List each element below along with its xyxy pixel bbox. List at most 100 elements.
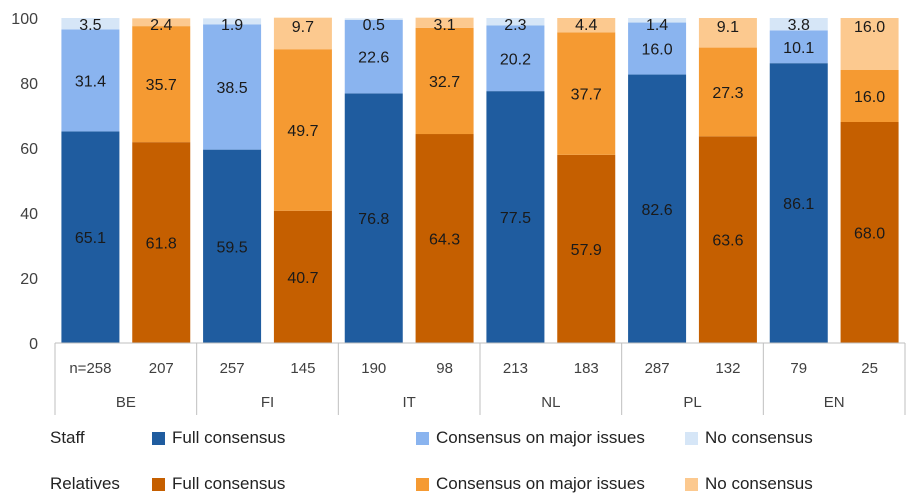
data-label: 22.6: [358, 50, 389, 67]
y-axis: 0 20 40 60 80 100: [11, 11, 38, 353]
x-tick-label: 98: [436, 360, 453, 377]
x-tick-label: 213: [503, 360, 528, 377]
no-consensus-segment: [132, 18, 191, 27]
legend-item: No consensus: [685, 474, 813, 494]
major-issues-segment: [628, 22, 687, 75]
no-consensus-segment: [557, 18, 616, 33]
group-label: NL: [541, 394, 560, 411]
legend-label: Consensus on major issues: [436, 474, 645, 493]
group-label: IT: [402, 394, 415, 411]
legend-label: No consensus: [705, 474, 813, 493]
full-consensus-segment: [132, 142, 191, 343]
data-label: 77.5: [500, 210, 531, 227]
major-issues-segment: [61, 29, 120, 132]
data-label: 1.4: [646, 17, 668, 34]
major-issues-segment: [486, 25, 545, 92]
data-label: 9.7: [292, 19, 314, 36]
data-label: 59.5: [217, 239, 248, 256]
x-axis: n=258 207 257 145 190 98 213 183 287 132 79 25 BE FI I…: [54, 342, 906, 415]
data-label: 2.3: [504, 17, 526, 34]
no-consensus-segment: [628, 18, 687, 23]
x-tick-label: 287: [645, 360, 670, 377]
data-label: 0.5: [363, 17, 385, 34]
x-tick-label: 132: [715, 360, 740, 377]
no-consensus-segment: [61, 18, 120, 30]
y-tick-label: 40: [20, 206, 38, 223]
legend-label: Full consensus: [172, 428, 286, 447]
data-label: 61.8: [146, 236, 177, 253]
legend-row-label: Relatives: [50, 474, 120, 493]
legend: Staff Full consensus Consensus on major …: [0, 418, 910, 497]
full-consensus-segment: [273, 210, 332, 343]
major-issues-segment: [698, 47, 757, 137]
y-tick-label: 20: [20, 271, 38, 288]
x-tick-label: n=258: [69, 360, 111, 377]
data-label: 2.4: [150, 17, 172, 34]
group-label: EN: [824, 394, 845, 411]
data-label: 38.5: [217, 80, 248, 97]
no-consensus-segment: [273, 17, 332, 50]
no-consensus-segment: [769, 18, 828, 31]
data-label: 16.0: [642, 42, 673, 59]
data-label: 16.0: [854, 89, 885, 106]
y-tick-label: 60: [20, 141, 38, 158]
full-consensus-segment: [415, 134, 474, 343]
data-label: 3.5: [79, 17, 101, 34]
legend-swatch: [416, 431, 429, 445]
full-consensus-segment: [557, 154, 616, 343]
y-tick-label: 100: [11, 11, 38, 28]
data-label: 86.1: [783, 196, 814, 213]
data-label: 57.9: [571, 242, 602, 259]
data-label: 10.1: [783, 40, 814, 57]
x-tick-label: 25: [861, 360, 878, 377]
data-label: 16.0: [854, 19, 885, 36]
data-label: 3.8: [788, 17, 810, 34]
group-label: FI: [261, 394, 274, 411]
legend-swatch: [152, 477, 165, 491]
data-label: 65.1: [75, 230, 106, 247]
major-issues-segment: [273, 49, 332, 211]
legend-item: Full consensus: [152, 474, 285, 494]
legend-swatch: [685, 477, 698, 491]
full-consensus-segment: [344, 93, 403, 344]
no-consensus-segment: [203, 18, 262, 25]
legend-row-relatives: Relatives Full consensus Consensus on ma…: [0, 472, 910, 496]
data-label: 1.9: [221, 17, 243, 34]
no-consensus-segment: [698, 18, 757, 48]
major-issues-segment: [557, 32, 616, 155]
full-consensus-segment: [203, 149, 262, 343]
legend-label: Consensus on major issues: [436, 428, 645, 447]
full-consensus-segment: [769, 63, 828, 344]
legend-swatch: [416, 477, 429, 491]
data-label: 64.3: [429, 232, 460, 249]
x-tick-label: 207: [149, 360, 174, 377]
legend-row-staff: Staff Full consensus Consensus on major …: [0, 426, 910, 450]
legend-swatch: [685, 431, 698, 445]
legend-item: Full consensus: [152, 428, 285, 448]
y-tick-label: 80: [20, 76, 38, 93]
x-tick-label: 190: [361, 360, 386, 377]
major-issues-segment: [415, 27, 474, 135]
no-consensus-segment: [486, 18, 545, 26]
legend-label: No consensus: [705, 428, 813, 447]
x-tick-label: 183: [574, 360, 599, 377]
no-consensus-segment: [840, 18, 899, 70]
data-label: 49.7: [287, 123, 318, 140]
legend-label: Full consensus: [172, 474, 286, 493]
legend-item: Consensus on major issues: [416, 428, 645, 448]
full-consensus-segment: [486, 91, 545, 343]
data-label: 31.4: [75, 73, 106, 90]
data-label: 68.0: [854, 226, 885, 243]
full-consensus-segment: [840, 122, 899, 343]
legend-item: Consensus on major issues: [416, 474, 645, 494]
data-label: 4.4: [575, 17, 597, 34]
no-consensus-segment: [415, 17, 474, 28]
data-label: 63.6: [712, 233, 743, 250]
data-label: 82.6: [642, 202, 673, 219]
full-consensus-segment: [628, 74, 687, 344]
data-label: 32.7: [429, 74, 460, 91]
data-label: 40.7: [287, 270, 318, 287]
data-label: 3.1: [433, 17, 455, 34]
group-label: PL: [683, 394, 701, 411]
data-label: 76.8: [358, 211, 389, 228]
